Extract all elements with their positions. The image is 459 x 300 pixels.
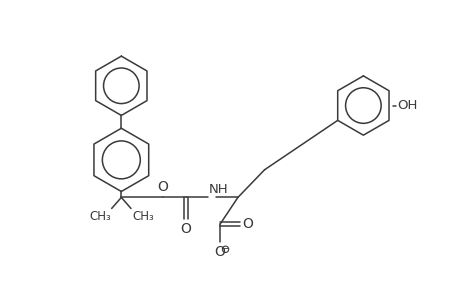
Text: NH: NH: [208, 183, 228, 196]
Text: CH₃: CH₃: [89, 210, 111, 223]
Text: OH: OH: [396, 99, 416, 112]
Text: O: O: [180, 222, 190, 236]
Text: −: −: [221, 244, 230, 254]
Text: O: O: [214, 245, 225, 259]
Text: CH₃: CH₃: [132, 210, 153, 223]
Text: O: O: [157, 180, 168, 194]
Text: O: O: [242, 217, 252, 231]
